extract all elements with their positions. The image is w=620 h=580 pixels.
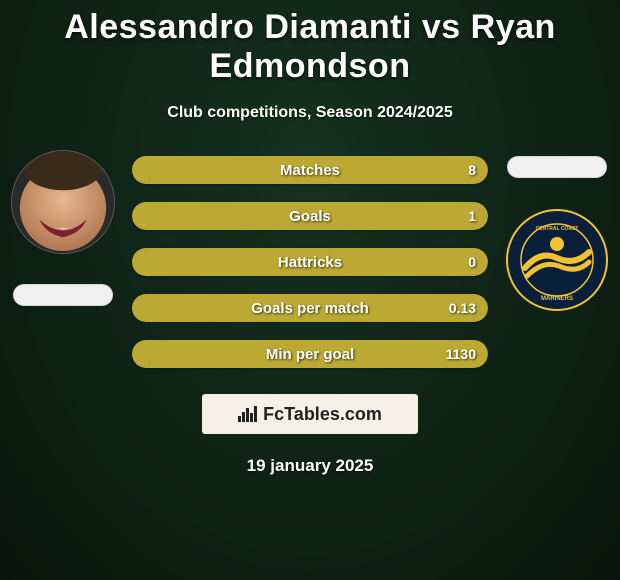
bars-icon <box>238 406 257 422</box>
player-left-flag <box>13 284 113 306</box>
stat-row: Goals per match 0.13 <box>132 294 488 322</box>
stat-row: Min per goal 1130 <box>132 340 488 368</box>
stat-row: Hattricks 0 <box>132 248 488 276</box>
face-icon <box>12 151 114 253</box>
stat-label: Hattricks <box>278 254 342 271</box>
brand-text: FcTables.com <box>263 404 382 425</box>
date-label: 19 january 2025 <box>0 456 620 476</box>
stat-label: Goals per match <box>251 300 369 317</box>
stat-row: Matches 8 <box>132 156 488 184</box>
stat-value-right: 1 <box>468 208 476 224</box>
stat-value-right: 8 <box>468 162 476 178</box>
player-left-column <box>8 150 118 306</box>
stat-value-right: 0.13 <box>449 300 476 316</box>
stat-label: Goals <box>289 208 331 225</box>
club-badge-icon: CENTRAL COAST MARINERS <box>505 208 609 312</box>
stat-label: Matches <box>280 162 340 179</box>
player-right-flag <box>507 156 607 178</box>
player-left-avatar <box>11 150 115 254</box>
svg-text:MARINERS: MARINERS <box>541 296 573 302</box>
comparison-panel: Matches 8 Goals 1 Hattricks 0 Goals per match 0… <box>0 150 620 368</box>
stat-value-right: 0 <box>468 254 476 270</box>
stat-value-right: 1130 <box>446 346 476 362</box>
stat-row: Goals 1 <box>132 202 488 230</box>
page-title: Alessandro Diamanti vs Ryan Edmondson <box>0 0 620 86</box>
svg-text:CENTRAL COAST: CENTRAL COAST <box>536 226 579 232</box>
stat-label: Min per goal <box>266 346 354 363</box>
subtitle: Club competitions, Season 2024/2025 <box>0 104 620 122</box>
stats-list: Matches 8 Goals 1 Hattricks 0 Goals per match 0… <box>132 150 488 368</box>
player-right-column: CENTRAL COAST MARINERS <box>502 150 612 312</box>
player-right-club-badge: CENTRAL COAST MARINERS <box>505 208 609 312</box>
brand-logo: FcTables.com <box>202 394 418 434</box>
